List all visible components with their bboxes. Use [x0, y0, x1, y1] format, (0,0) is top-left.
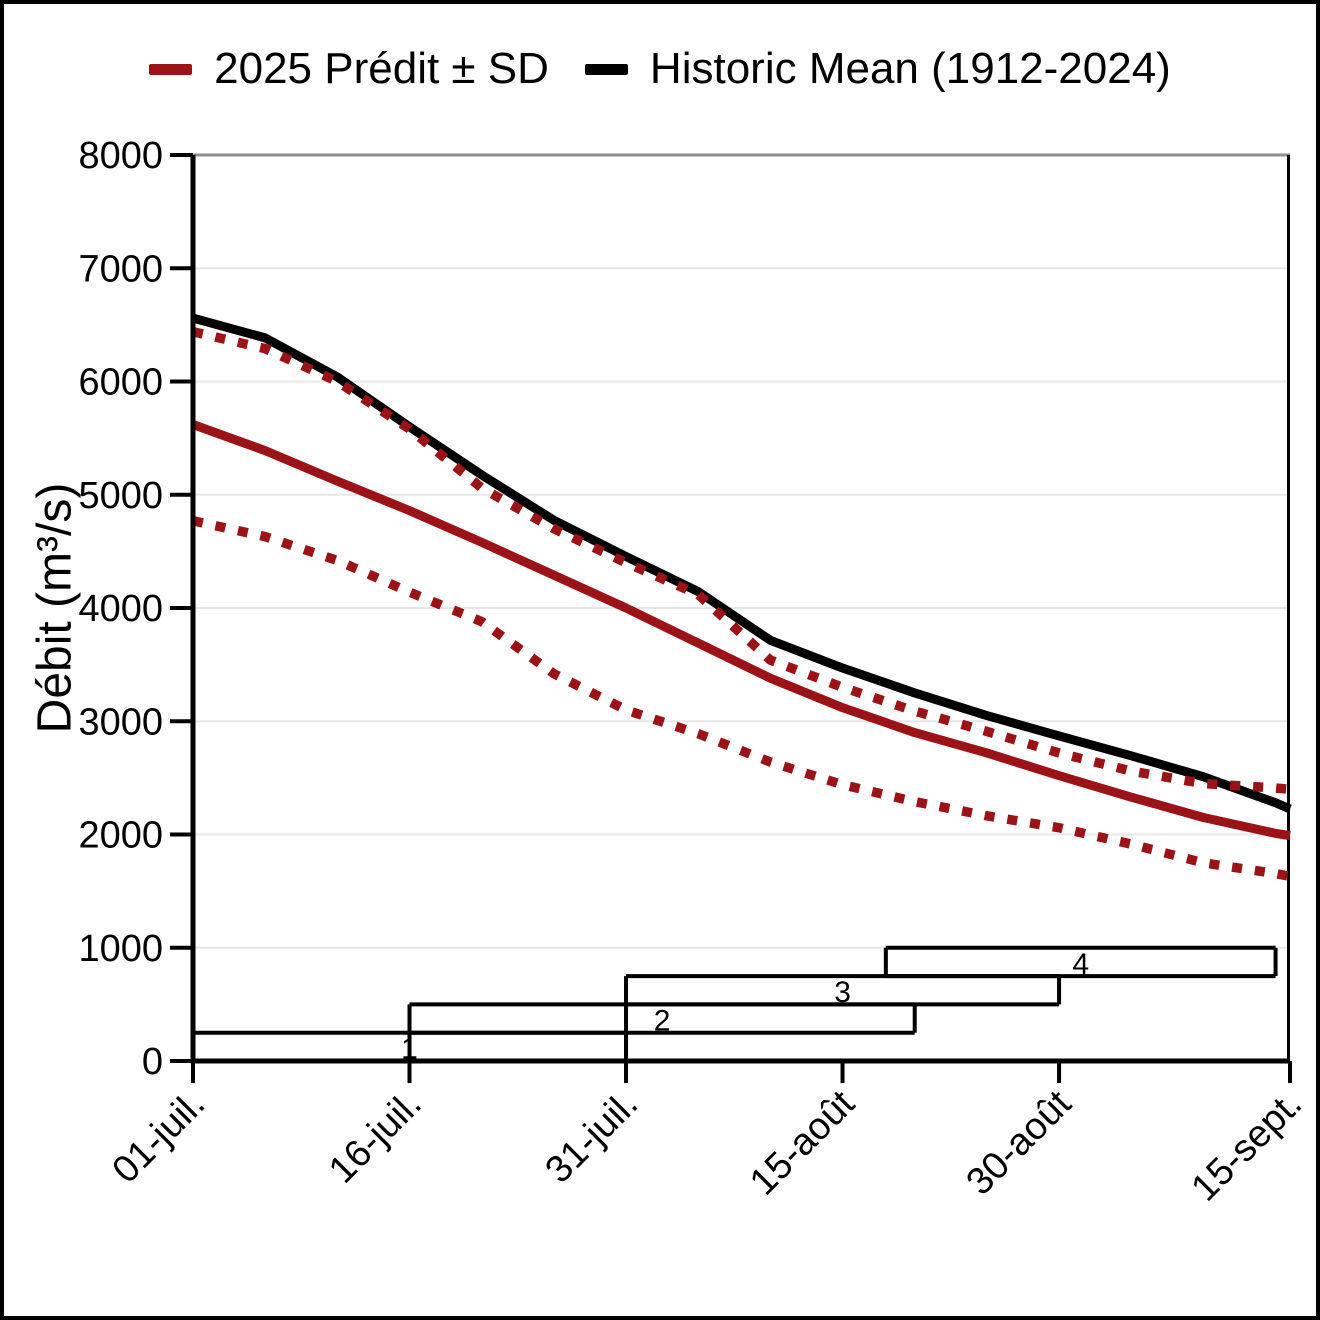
- x-tick-label-01-juil.: 01-juil.: [105, 1083, 214, 1192]
- y-tick-label-0: 0: [142, 1041, 163, 1083]
- legend-item-historic: Historic Mean (1912-2024): [584, 44, 1171, 94]
- legend-label-predicted: 2025 Prédit ± SD: [214, 44, 549, 93]
- predicted-upper-sd-line: [191, 327, 1291, 794]
- legend-label-historic: Historic Mean (1912-2024): [649, 44, 1171, 93]
- y-tick-label-6000: 6000: [78, 362, 163, 404]
- predicted-line: [191, 420, 1291, 841]
- y-tick-label-5000: 5000: [78, 475, 163, 517]
- y-tick-label-2000: 2000: [78, 815, 163, 857]
- period-box-label-4: 4: [1072, 948, 1089, 981]
- y-tick-label-7000: 7000: [78, 248, 163, 290]
- x-tick-label-31-juil.: 31-juil.: [538, 1083, 647, 1192]
- legend: 2025 Prédit ± SD Historic Mean (1912-202…: [0, 44, 1320, 94]
- predicted-lower-sd-line: [191, 516, 1291, 882]
- legend-item-predicted: 2025 Prédit ± SD: [149, 44, 549, 94]
- historic-mean-line: [191, 313, 1292, 814]
- historic-line-swatch: [584, 63, 628, 75]
- period-box-label-2: 2: [654, 1004, 671, 1037]
- y-tick-label-3000: 3000: [78, 701, 163, 743]
- x-tick-label-15-sept.: 15-sept.: [1184, 1083, 1311, 1210]
- period-box-label-3: 3: [834, 976, 851, 1009]
- y-tick-label-4000: 4000: [78, 588, 163, 630]
- x-tick-label-30-août: 30-août: [959, 1082, 1080, 1203]
- predicted-line-swatch: [149, 63, 193, 75]
- x-tick-label-15-août: 15-août: [742, 1082, 863, 1203]
- y-tick-label-1000: 1000: [78, 928, 163, 970]
- y-tick-label-8000: 8000: [78, 135, 163, 177]
- x-tick-label-16-juil.: 16-juil.: [321, 1083, 430, 1192]
